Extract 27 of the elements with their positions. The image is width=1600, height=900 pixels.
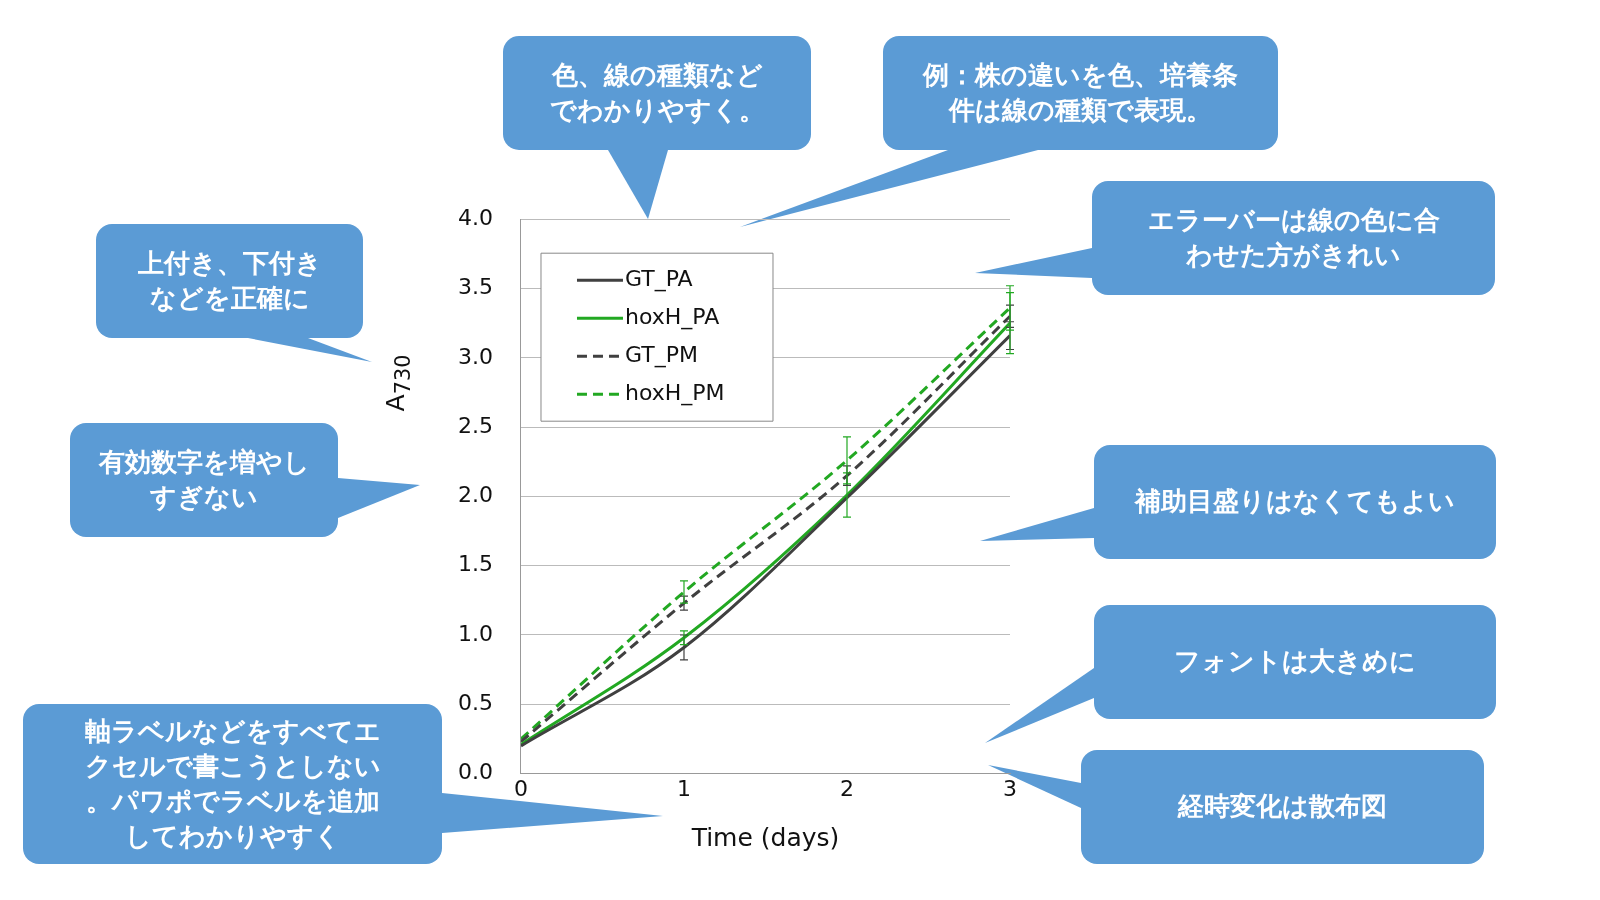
y-tick-label: 3.0 xyxy=(457,343,493,369)
text: 色、線の種類などでわかりやすく。 xyxy=(548,58,766,127)
legend-label: hoxH_PA xyxy=(624,303,720,330)
x-tick-label: 3 xyxy=(1003,775,1017,801)
y-tick-label: 0.5 xyxy=(457,690,493,716)
y-tick-label: 2.0 xyxy=(457,482,493,508)
text: 経時変化は散布図 xyxy=(1178,790,1387,824)
y-tick-label: 0.0 xyxy=(457,759,493,785)
legend-label: hoxH_PM xyxy=(624,379,725,406)
x-tick-label: 0 xyxy=(513,775,528,801)
x-tick-label: 2 xyxy=(840,775,854,801)
y-tick-label: 4.0 xyxy=(457,204,493,230)
y-tick-label: 1.0 xyxy=(457,620,493,646)
y-tick-label: 3.5 xyxy=(457,274,493,300)
text: エラーバーは線の色に合わせた方がきれい xyxy=(1146,203,1441,272)
text: 上付き、下付きなどを正確に xyxy=(137,246,322,315)
legend-label: GT_PA xyxy=(624,265,693,292)
y-tick-label: 2.5 xyxy=(457,412,493,438)
legend-label: GT_PM xyxy=(624,341,698,368)
x-tick-label: 1 xyxy=(676,775,691,801)
x-axis-title: Time (days) xyxy=(690,822,840,852)
text: 例：株の違いを色、培養条件は線の種類で表現。 xyxy=(923,58,1238,127)
text: 補助目盛りはなくてもよい xyxy=(1135,485,1455,519)
text: 軸ラベルなどをすべてエクセルで書こうとしない。パワポでラベルを追加してわかりやすく xyxy=(83,714,382,854)
text: 有効数字を増やしすぎない xyxy=(98,445,310,514)
y-tick-label: 1.5 xyxy=(457,551,493,577)
text: フォントは大きめに xyxy=(1174,645,1416,679)
